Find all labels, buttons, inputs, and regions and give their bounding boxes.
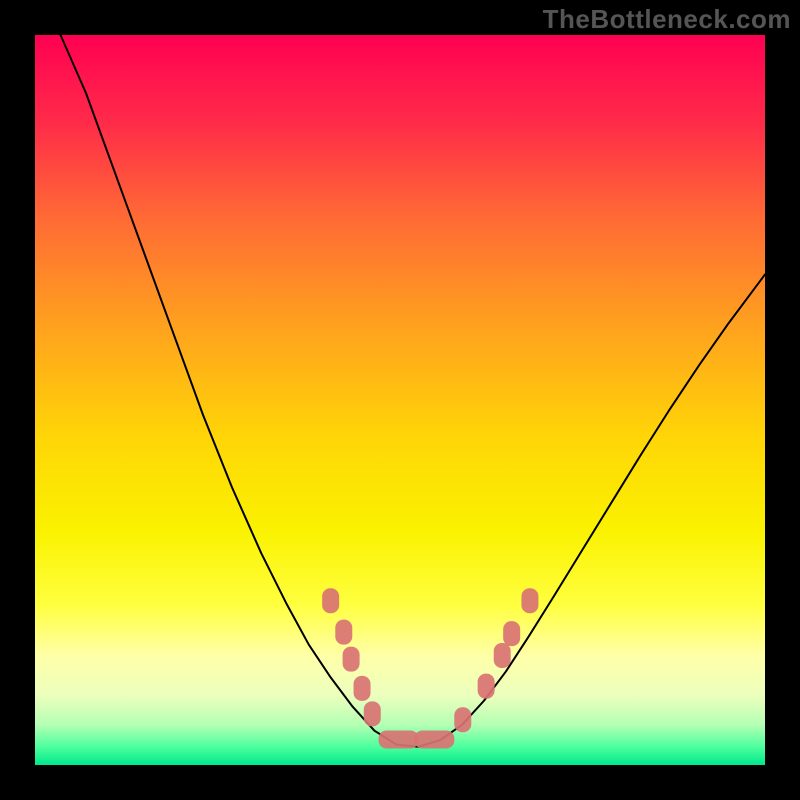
watermark-text: TheBottleneck.com [543,4,791,35]
marker-point [364,701,381,726]
marker-point [343,647,360,672]
marker-point [379,730,419,748]
marker-point [521,588,538,613]
marker-point [414,730,454,748]
marker-point [335,620,352,645]
marker-point [503,621,520,646]
marker-point [494,643,511,668]
bottleneck-curve-chart [0,0,800,800]
marker-point [454,707,471,732]
plot-background [35,35,765,765]
marker-point [354,676,371,701]
marker-point [322,588,339,613]
marker-point [478,674,495,699]
